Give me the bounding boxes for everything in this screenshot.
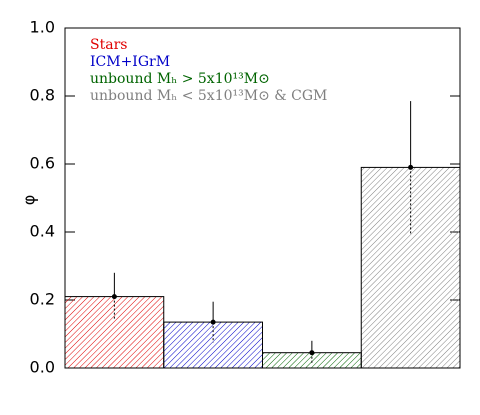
legend-entry: unbound Mₕ < 5x10¹³M⊙ & CGM bbox=[90, 88, 327, 104]
legend-entry: ICM+IGrM bbox=[90, 54, 170, 70]
bar bbox=[163, 321, 263, 369]
plot-frame bbox=[64, 27, 461, 369]
y-axis-label: φ bbox=[20, 195, 39, 206]
y-tick-label: 0.2 bbox=[30, 290, 55, 309]
y-tick-label: 1.0 bbox=[30, 18, 55, 37]
legend-entry: Stars bbox=[90, 37, 127, 53]
point bbox=[309, 350, 315, 356]
legend-entry: unbound Mₕ > 5x10¹³M⊙ bbox=[90, 71, 270, 87]
bar bbox=[64, 296, 165, 369]
y-tick-label: 0.0 bbox=[30, 358, 55, 377]
point bbox=[408, 164, 414, 170]
point bbox=[111, 294, 117, 300]
point bbox=[210, 319, 216, 325]
y-tick-label: 0.8 bbox=[30, 86, 55, 105]
y-tick-label: 0.6 bbox=[30, 154, 55, 173]
y-tick-label: 0.4 bbox=[30, 222, 55, 241]
bar bbox=[360, 166, 461, 369]
